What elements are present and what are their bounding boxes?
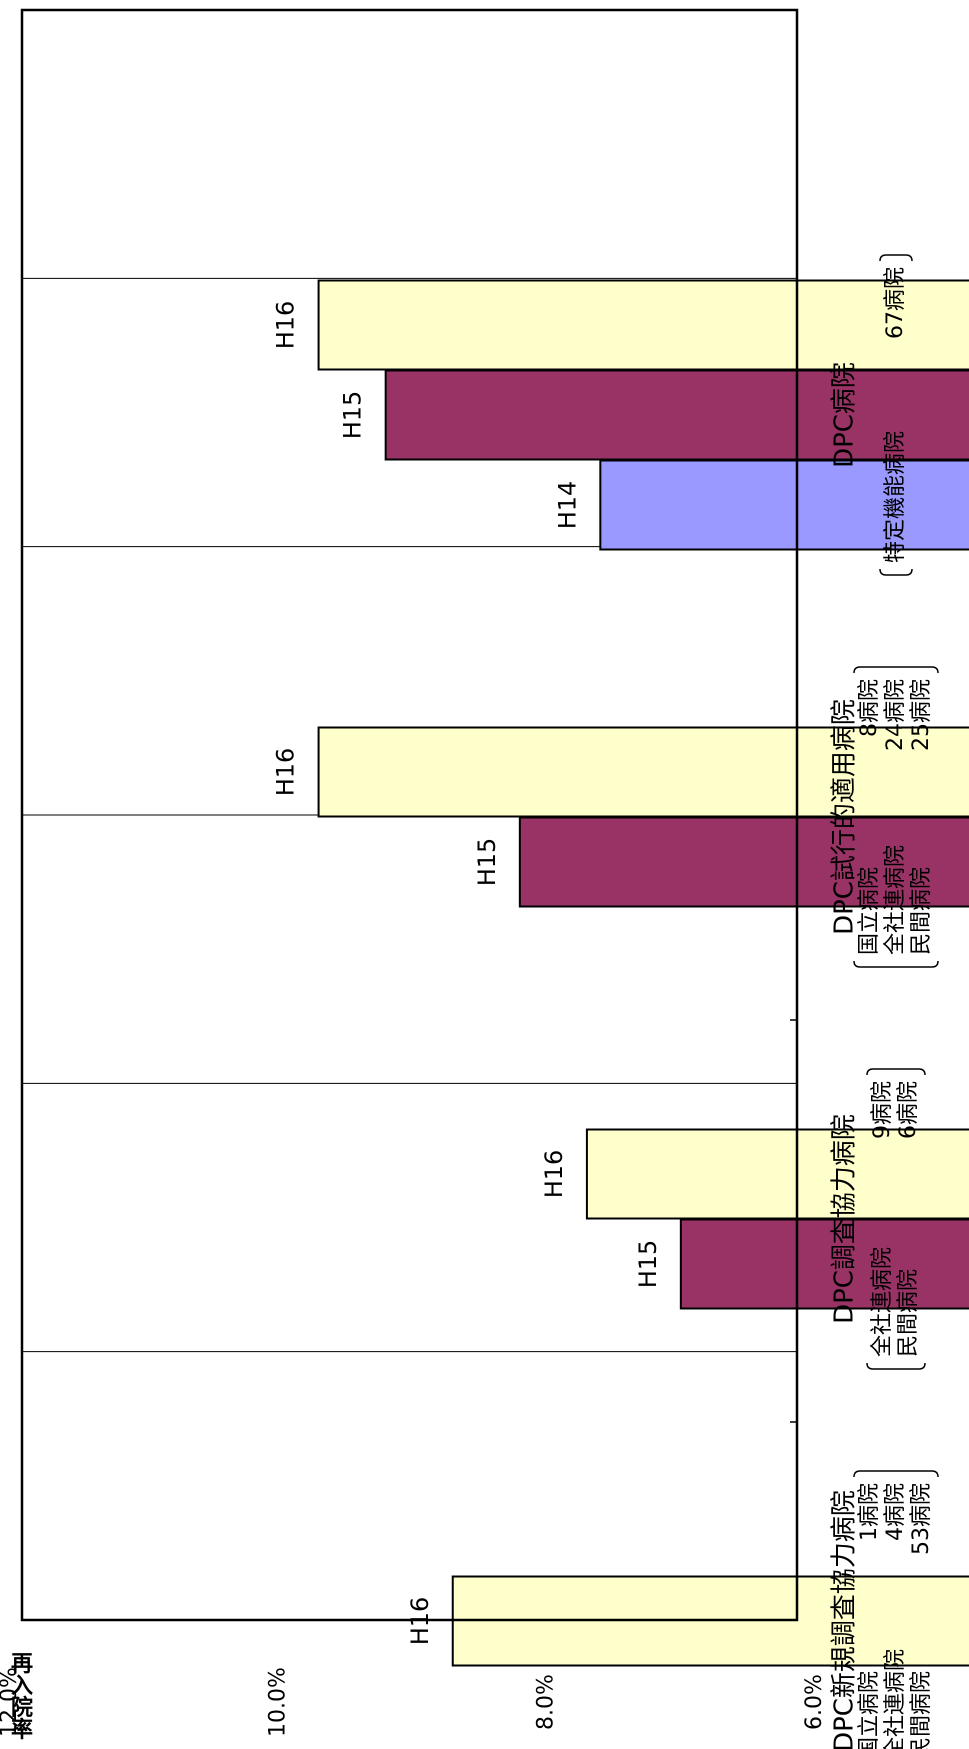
- bracket-close: [853, 666, 939, 674]
- category-label: DPC調査協力病院: [830, 1114, 860, 1324]
- bar-h15: [384, 369, 969, 461]
- breakdown-count: 25病院: [909, 679, 934, 751]
- series-label: H15: [473, 838, 501, 887]
- series-label: H16: [272, 748, 300, 797]
- y-axis-title-char: 率: [11, 1717, 33, 1743]
- breakdown-label: 全社連病院: [883, 845, 908, 955]
- breakdown-count: 24病院: [883, 679, 908, 751]
- y-axis-title-char: 入: [11, 1674, 33, 1699]
- breakdown-label: 民間病院: [896, 1269, 921, 1357]
- breakdown-label: 国立病院: [857, 1671, 882, 1749]
- breakdown-count: 8病院: [857, 679, 882, 737]
- bracket-close: [866, 1068, 926, 1076]
- bracket-open: [879, 568, 913, 576]
- breakdown-label: 全社連病院: [870, 1247, 895, 1357]
- breakdown-label: 全社連病院: [883, 1649, 908, 1749]
- bar-h14: [599, 459, 969, 551]
- breakdown-count: 9病院: [870, 1081, 895, 1139]
- breakdown-count: 4病院: [883, 1483, 908, 1541]
- bar-h16: [585, 1128, 969, 1220]
- bracket-close: [879, 254, 913, 262]
- bracket-open: [853, 960, 939, 968]
- plot-content: 7.6%H149.2%H159.7%H168.2%H159.7%H167.0%H…: [272, 279, 969, 1667]
- breakdown-count: 53病院: [909, 1483, 934, 1555]
- bar-h16: [317, 726, 969, 818]
- breakdown-label: 民間病院: [909, 867, 934, 955]
- breakdown-label: 特定機能病院: [883, 431, 908, 563]
- y-tick-label: 6.0%: [802, 1674, 827, 1730]
- breakdown-label: 民間病院: [909, 1671, 934, 1749]
- category-label: DPC病院: [830, 362, 860, 468]
- bracket-open: [866, 1362, 926, 1370]
- series-label: H16: [272, 301, 300, 350]
- plot-frame: [20, 8, 799, 1622]
- bar-h16: [317, 279, 969, 371]
- series-label: H16: [540, 1150, 568, 1199]
- bracket-close: [853, 1470, 939, 1478]
- y-tick-label: 10.0%: [265, 1667, 290, 1737]
- breakdown-label: 国立病院: [857, 867, 882, 955]
- breakdown-count: 1病院: [857, 1483, 882, 1541]
- breakdown-count: 67病院: [883, 267, 908, 339]
- category-label: DPC新規調査協力病院: [830, 1490, 860, 1749]
- series-label: H15: [339, 391, 367, 440]
- series-label: H15: [634, 1240, 662, 1289]
- y-tick-label: 8.0%: [534, 1674, 559, 1730]
- y-axis-title-char: 院: [11, 1695, 33, 1721]
- bar-h15: [518, 816, 969, 908]
- series-label: H14: [553, 481, 581, 530]
- y-tick-label: 12.0%: [0, 1667, 22, 1737]
- bar-h15: [679, 1218, 969, 1310]
- breakdown-count: 6病院: [896, 1081, 921, 1139]
- y-axis-title-char: 再: [11, 1652, 33, 1677]
- category-label: DPC試行的適用病院: [830, 699, 860, 935]
